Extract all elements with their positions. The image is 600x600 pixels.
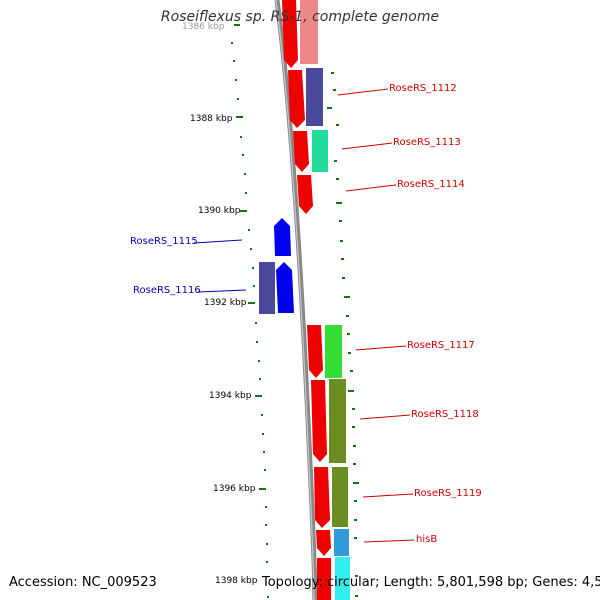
gene-arrow[interactable] xyxy=(282,0,298,68)
cog-box[interactable] xyxy=(259,262,275,314)
cog-box[interactable] xyxy=(306,68,323,126)
tick-label-1386: 1386 kbp xyxy=(182,22,225,32)
reverse-strand-genes xyxy=(259,218,294,314)
accession-text: Accession: NC_009523 xyxy=(9,575,157,590)
tick-label-1394: 1394 kbp xyxy=(209,391,252,401)
tick-label-1398: 1398 kbp xyxy=(215,576,258,586)
gene-arrow[interactable] xyxy=(297,175,313,214)
cog-box[interactable] xyxy=(332,467,348,527)
tick-label-1396: 1396 kbp xyxy=(213,484,256,494)
inner-tick-dots xyxy=(327,72,359,597)
gene-arrow[interactable] xyxy=(317,558,331,600)
cog-box[interactable] xyxy=(329,379,346,463)
gene-label-rosers-1117[interactable]: RoseRS_1117 xyxy=(407,340,475,351)
genome-backbone-highlight xyxy=(275,0,315,600)
cog-box[interactable] xyxy=(312,130,328,172)
gene-label-rosers-1118[interactable]: RoseRS_1118 xyxy=(411,409,479,420)
major-ticks xyxy=(234,24,266,490)
cog-box[interactable] xyxy=(300,0,318,64)
forward-strand-genes xyxy=(282,0,331,600)
genome-backbone xyxy=(274,0,318,600)
gene-label-rosers-1116[interactable]: RoseRS_1116 xyxy=(133,285,201,296)
topology-text: Topology: circular; Length: 5,801,598 bp… xyxy=(262,575,600,590)
gene-label-hisb[interactable]: hisB xyxy=(416,534,438,545)
cog-box[interactable] xyxy=(325,325,342,378)
tick-label-1390: 1390 kbp xyxy=(198,206,241,216)
gene-arrow[interactable] xyxy=(307,325,323,378)
gene-label-rosers-1115[interactable]: RoseRS_1115 xyxy=(130,236,198,247)
gene-arrow[interactable] xyxy=(274,218,291,256)
gene-label-rosers-1112[interactable]: RoseRS_1112 xyxy=(389,83,457,94)
gene-arrow[interactable] xyxy=(276,262,294,313)
gene-label-rosers-1119[interactable]: RoseRS_1119 xyxy=(414,488,482,499)
gene-label-rosers-1114[interactable]: RoseRS_1114 xyxy=(397,179,465,190)
tick-label-1388: 1388 kbp xyxy=(190,114,233,124)
gene-arrow[interactable] xyxy=(293,131,309,172)
gene-arrow[interactable] xyxy=(288,70,305,128)
callout-lines xyxy=(193,88,415,543)
outer-tick-dots xyxy=(231,42,269,598)
cog-box[interactable] xyxy=(335,557,350,600)
map-title: Roseiflexus sp. RS-1, complete genome xyxy=(160,9,440,25)
tick-label-1392: 1392 kbp xyxy=(204,298,247,308)
cog-track xyxy=(300,0,350,600)
gene-arrow[interactable] xyxy=(311,380,327,462)
gene-arrow[interactable] xyxy=(314,467,330,528)
gene-arrow[interactable] xyxy=(316,530,331,556)
gene-label-rosers-1113[interactable]: RoseRS_1113 xyxy=(393,137,461,148)
cog-box[interactable] xyxy=(334,529,349,556)
